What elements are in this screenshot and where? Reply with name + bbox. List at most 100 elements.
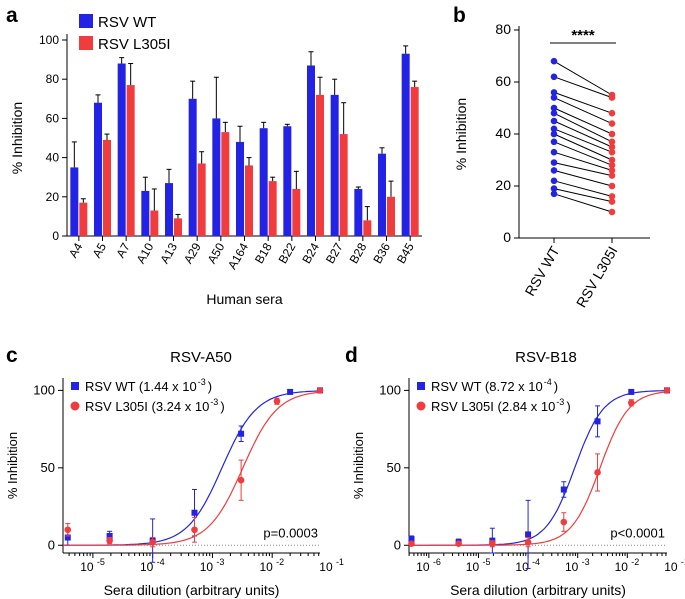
y-tick-label: 50	[41, 460, 55, 475]
x-axis-title: Sera dilution (arbitrary units)	[104, 582, 280, 598]
bar-rsv-l305i	[174, 218, 182, 236]
bar-rsv-l305i	[126, 85, 135, 236]
point-rsv-l305i	[608, 120, 616, 127]
pair-line	[553, 120, 613, 148]
data-point-rsv-l305i	[489, 540, 496, 548]
x-tick-exponent: -4	[532, 557, 540, 567]
y-tick-label: 0	[52, 229, 59, 243]
y-tick-label: 0	[48, 537, 55, 552]
point-rsv-l305i	[608, 143, 616, 151]
data-point-rsv-l305i	[524, 538, 532, 546]
data-point-rsv-l305i	[627, 399, 635, 407]
data-point-rsv-wt	[106, 532, 113, 539]
point-rsv-wt	[550, 125, 558, 133]
x-tick-label: A7	[113, 240, 133, 260]
bar-rsv-l305i	[103, 139, 111, 236]
x-tick-label: 10	[319, 560, 333, 574]
panel-letter-b: b	[453, 4, 466, 27]
x-tick-label: 10	[615, 560, 629, 574]
bar-rsv-wt	[307, 65, 315, 236]
point-rsv-wt	[550, 104, 558, 112]
legend-label: RSV WT	[98, 14, 156, 31]
legend-exponent: -4	[544, 377, 552, 387]
y-axis-title: % Inhibition	[351, 432, 366, 499]
point-rsv-wt	[550, 73, 558, 81]
bar-rsv-l305i	[339, 134, 348, 236]
x-tick-label: RSV WT	[522, 243, 563, 299]
bar-rsv-l305i	[387, 196, 395, 236]
bar-rsv-wt	[117, 63, 126, 236]
data-point-rsv-wt	[238, 430, 245, 437]
data-point-rsv-l305i	[237, 476, 245, 484]
data-point-rsv-wt	[64, 534, 71, 541]
legend-swatch	[79, 36, 93, 50]
y-tick-label: 100	[39, 33, 59, 47]
y-tick-label: 100	[33, 382, 55, 397]
legend-marker	[417, 382, 425, 390]
x-tick-label: A4	[66, 240, 86, 260]
x-tick-exponent: -1	[336, 557, 344, 567]
x-tick-label: A50	[205, 240, 228, 266]
x-tick-label: 10	[565, 560, 579, 574]
fit-curve-rsv-l305i	[63, 391, 321, 546]
bar-rsv-wt	[259, 128, 268, 236]
point-rsv-wt	[550, 167, 558, 174]
x-tick-label: 10	[200, 560, 214, 574]
legend-label: RSV WT (8.72 x 10	[431, 379, 543, 394]
point-rsv-wt	[550, 109, 558, 117]
point-rsv-wt	[550, 177, 558, 185]
panel-letter-c: c	[6, 344, 18, 367]
x-tick-label: B18	[252, 240, 275, 266]
point-rsv-l305i	[608, 109, 616, 117]
pair-line	[553, 141, 613, 166]
x-tick-exponent: -2	[276, 557, 284, 567]
dose-response-panel-d: RSV-B18 0 50 100 % Inhibition Sera dilution (…	[351, 349, 685, 598]
data-point-rsv-wt	[628, 388, 635, 395]
legend-marker	[416, 401, 426, 411]
p-value-annotation: p=0.0003	[263, 525, 318, 540]
x-tick-exponent: -2	[631, 557, 639, 567]
pair-line	[553, 162, 613, 177]
pair-line	[553, 193, 613, 213]
data-point-rsv-l305i	[191, 526, 198, 534]
x-tick-label: B28	[347, 240, 370, 266]
point-rsv-wt	[550, 159, 558, 166]
y-tick-label: 80	[495, 21, 511, 37]
data-point-rsv-wt	[525, 531, 532, 538]
data-point-rsv-l305i	[560, 518, 568, 526]
y-tick-label: 0	[394, 537, 401, 552]
y-tick-label: 40	[46, 151, 60, 165]
pair-line	[553, 188, 613, 203]
pair-line	[553, 133, 613, 161]
legend-paren: )	[554, 379, 558, 394]
bar-rsv-l305i	[316, 94, 324, 236]
x-tick-exponent: -3	[582, 557, 590, 567]
data-point-rsv-l305i	[106, 537, 113, 544]
panel-letter-d: d	[345, 344, 358, 367]
legend-label: RSV WT (1.44 x 10	[85, 379, 197, 394]
bar-rsv-wt	[94, 102, 102, 236]
bar-rsv-wt	[283, 126, 292, 236]
legend-exponent: -3	[198, 377, 206, 387]
pair-line	[553, 128, 613, 153]
x-tick-label: B36	[370, 240, 393, 266]
point-rsv-wt	[550, 138, 558, 146]
y-tick-label: 40	[495, 125, 511, 141]
bar-rsv-l305i	[150, 210, 159, 236]
data-point-rsv-wt	[408, 536, 415, 543]
point-rsv-l305i	[608, 182, 616, 190]
legend-marker	[71, 382, 79, 390]
pair-line	[553, 60, 613, 96]
point-rsv-l305i	[608, 148, 616, 156]
y-tick-label: 0	[503, 229, 511, 245]
x-tick-label: 10	[416, 560, 430, 574]
x-tick-exponent: -5	[482, 557, 490, 567]
bar-rsv-wt	[212, 118, 221, 236]
legend-paren: )	[220, 399, 224, 414]
bar-rsv-wt	[401, 53, 410, 236]
legend-exponent: -3	[210, 397, 218, 407]
paired-scatter-panel-b: 0 20 40 60 80 % Inhibition RSV WT RSV L305I ****	[453, 21, 650, 310]
data-point-rsv-wt	[594, 418, 601, 425]
x-tick-label: B24	[299, 240, 322, 266]
